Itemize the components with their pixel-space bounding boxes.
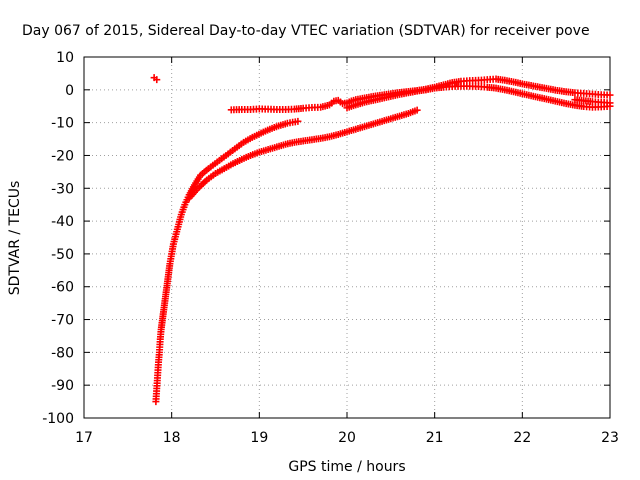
points-layer: [150, 74, 614, 406]
data-point-satellite-arc-a: [153, 76, 161, 84]
tick-layer: 17 18 19 20 21 22 23 10 0 -10 -20 -30 -40 -50 -60 -70 -8…: [42, 50, 619, 446]
y-tick-label: -90: [51, 378, 74, 394]
x-tick-label: 20: [338, 430, 356, 446]
y-tick-label: -100: [42, 411, 74, 427]
x-tick-label: 18: [163, 430, 181, 446]
y-tick-label: -20: [51, 148, 74, 164]
y-axis-label: SDTVAR / TECUs: [7, 181, 23, 296]
data-point-satellite-arc-c: [413, 106, 421, 114]
y-tick-label: -60: [51, 280, 74, 296]
y-tick-label: 0: [65, 83, 74, 99]
y-tick-label: -70: [51, 313, 74, 329]
y-tick-label: -40: [51, 214, 74, 230]
data-point-satellite-arc-d: [606, 91, 614, 99]
x-tick-label: 22: [513, 430, 531, 446]
x-tick-label: 19: [250, 430, 268, 446]
chart-title: Day 067 of 2015, Sidereal Day-to-day VTE…: [22, 23, 590, 39]
x-axis-label: GPS time / hours: [288, 459, 405, 475]
grid-layer: [84, 57, 610, 418]
y-tick-label: -30: [51, 181, 74, 197]
x-tick-label: 21: [426, 430, 444, 446]
y-tick-label: -10: [51, 116, 74, 132]
x-tick-label: 23: [601, 430, 619, 446]
y-tick-label: -50: [51, 247, 74, 263]
data-point-satellite-arc-b: [294, 117, 302, 125]
y-tick-label: -80: [51, 345, 74, 361]
y-tick-label: 10: [56, 50, 74, 66]
data-point-satellite-arc-f: [606, 99, 614, 107]
x-tick-label: 17: [75, 430, 93, 446]
